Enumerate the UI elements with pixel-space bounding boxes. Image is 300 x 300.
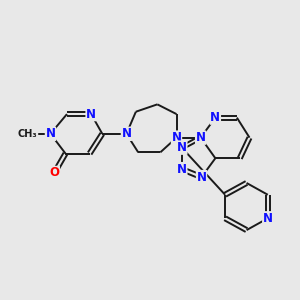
Text: N: N — [122, 127, 131, 140]
Text: N: N — [177, 163, 187, 176]
Text: N: N — [196, 131, 206, 144]
Text: N: N — [263, 212, 273, 225]
Text: N: N — [86, 108, 96, 121]
Text: CH₃: CH₃ — [18, 129, 38, 139]
Text: N: N — [177, 141, 187, 154]
Text: N: N — [210, 111, 220, 124]
Text: N: N — [172, 131, 182, 144]
Text: N: N — [46, 127, 56, 140]
Text: O: O — [49, 167, 59, 179]
Text: N: N — [196, 171, 206, 184]
